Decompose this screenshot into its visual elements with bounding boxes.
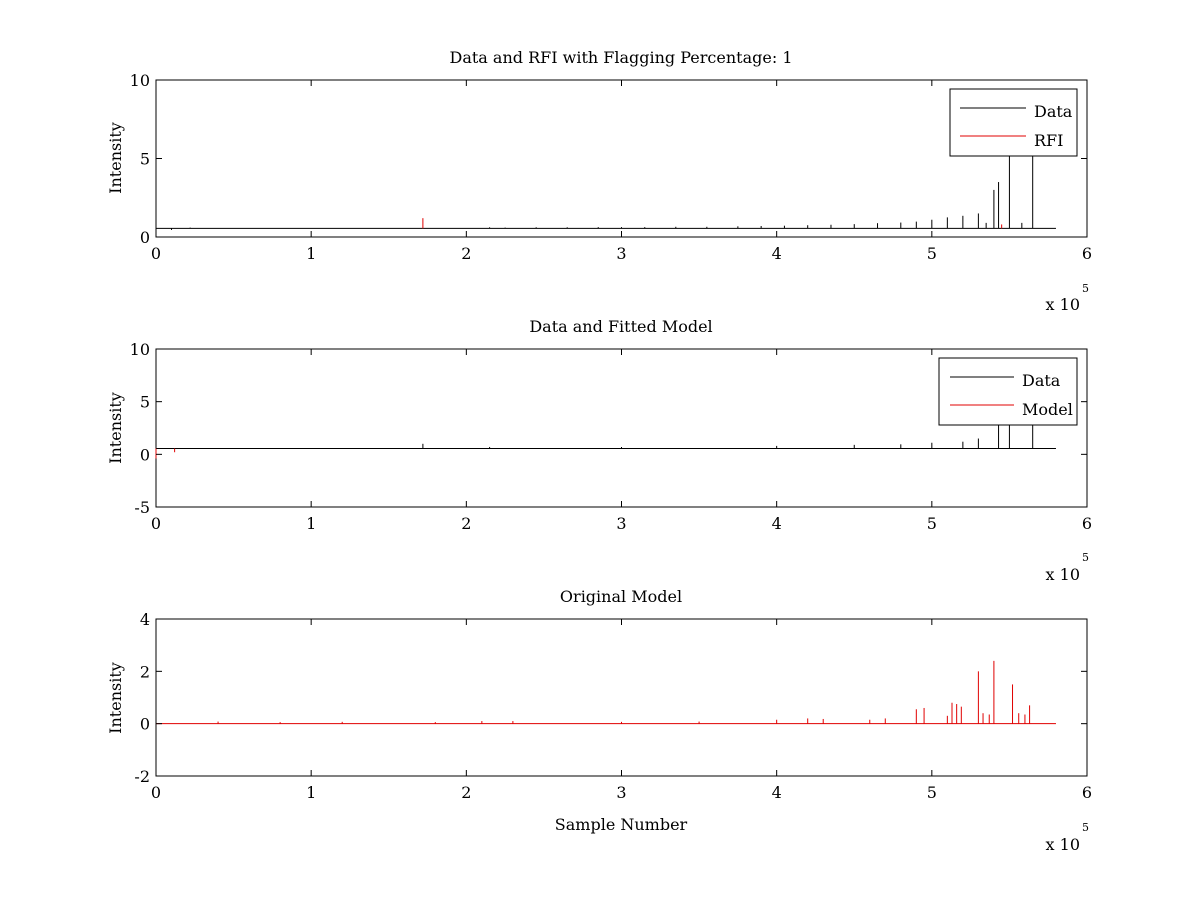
x-tick-label: 5 bbox=[927, 783, 937, 802]
y-tick-label: 10 bbox=[130, 71, 150, 90]
legend-label-data: Data bbox=[1034, 102, 1073, 121]
y-axis-label: Intensity bbox=[106, 392, 125, 464]
panel-fitted-model: Data and Fitted Model Intensity 0 1 2 3 4 5 6 -… bbox=[106, 317, 1092, 584]
series-group bbox=[156, 660, 1056, 725]
y-tick-label: -5 bbox=[134, 498, 150, 517]
y-tick-label: -2 bbox=[134, 767, 150, 786]
panel-title: Original Model bbox=[560, 587, 682, 606]
y-tick-label: 0 bbox=[140, 228, 150, 247]
y-tick-label: 5 bbox=[140, 150, 150, 169]
x-tick-label: 0 bbox=[151, 244, 161, 263]
panel-rfi: Data and RFI with Flagging Percentage: 1… bbox=[106, 48, 1092, 314]
plot-area: 0 1 2 3 4 5 6 0 5 10 bbox=[130, 71, 1092, 263]
x-tick-label: 5 bbox=[927, 514, 937, 533]
x-axis-label: Sample Number bbox=[555, 815, 688, 834]
axes-frame bbox=[155, 348, 1088, 508]
x-multiplier-base: x 10 bbox=[1046, 295, 1080, 314]
y-tick-label: 10 bbox=[130, 340, 150, 359]
legend: Data Model bbox=[938, 357, 1078, 426]
x-multiplier-exponent: 5 bbox=[1082, 282, 1089, 295]
x-tick-label: 3 bbox=[616, 783, 626, 802]
x-multiplier: x 10 5 bbox=[1046, 282, 1089, 314]
axes-frame bbox=[155, 79, 1088, 238]
x-tick-label: 3 bbox=[616, 514, 626, 533]
x-tick-label: 1 bbox=[306, 783, 316, 802]
x-multiplier-base: x 10 bbox=[1046, 835, 1080, 854]
x-tick-label: 4 bbox=[772, 514, 782, 533]
x-tick-label: 3 bbox=[616, 244, 626, 263]
x-tick-label: 2 bbox=[461, 783, 471, 802]
panel-title: Data and Fitted Model bbox=[529, 317, 712, 336]
legend-label-rfi: RFI bbox=[1034, 131, 1063, 150]
x-tick-label: 2 bbox=[461, 514, 471, 533]
x-tick-label: 1 bbox=[306, 244, 316, 263]
series-group bbox=[156, 153, 1056, 230]
x-tick-label: 5 bbox=[927, 244, 937, 263]
y-axis-label: Intensity bbox=[106, 122, 125, 194]
y-tick-label: 0 bbox=[140, 715, 150, 734]
legend-box bbox=[938, 357, 1078, 426]
y-axis-label: Intensity bbox=[106, 662, 125, 734]
y-tick-label: 2 bbox=[140, 662, 150, 681]
legend-label-model: Model bbox=[1022, 400, 1073, 419]
x-tick-label: 4 bbox=[772, 783, 782, 802]
x-tick-label: 6 bbox=[1082, 244, 1092, 263]
x-multiplier: x 10 5 bbox=[1046, 821, 1089, 854]
axes-frame bbox=[155, 618, 1088, 777]
x-multiplier-exponent: 5 bbox=[1082, 821, 1089, 834]
x-multiplier-base: x 10 bbox=[1046, 565, 1080, 584]
legend-label-data: Data bbox=[1022, 371, 1061, 390]
x-tick-label: 0 bbox=[151, 783, 161, 802]
x-tick-label: 1 bbox=[306, 514, 316, 533]
x-multiplier: x 10 5 bbox=[1046, 551, 1089, 584]
legend: Data RFI bbox=[949, 88, 1078, 157]
x-tick-label: 6 bbox=[1082, 783, 1092, 802]
y-tick-label: 4 bbox=[140, 610, 150, 629]
x-tick-label: 2 bbox=[461, 244, 471, 263]
x-tick-label: 6 bbox=[1082, 514, 1092, 533]
panel-title: Data and RFI with Flagging Percentage: 1 bbox=[449, 48, 792, 67]
y-tick-label: 0 bbox=[140, 445, 150, 464]
legend-box bbox=[949, 88, 1078, 157]
y-tick-label: 5 bbox=[140, 393, 150, 412]
x-tick-label: 0 bbox=[151, 514, 161, 533]
x-multiplier-exponent: 5 bbox=[1082, 551, 1089, 564]
x-tick-label: 4 bbox=[772, 244, 782, 263]
